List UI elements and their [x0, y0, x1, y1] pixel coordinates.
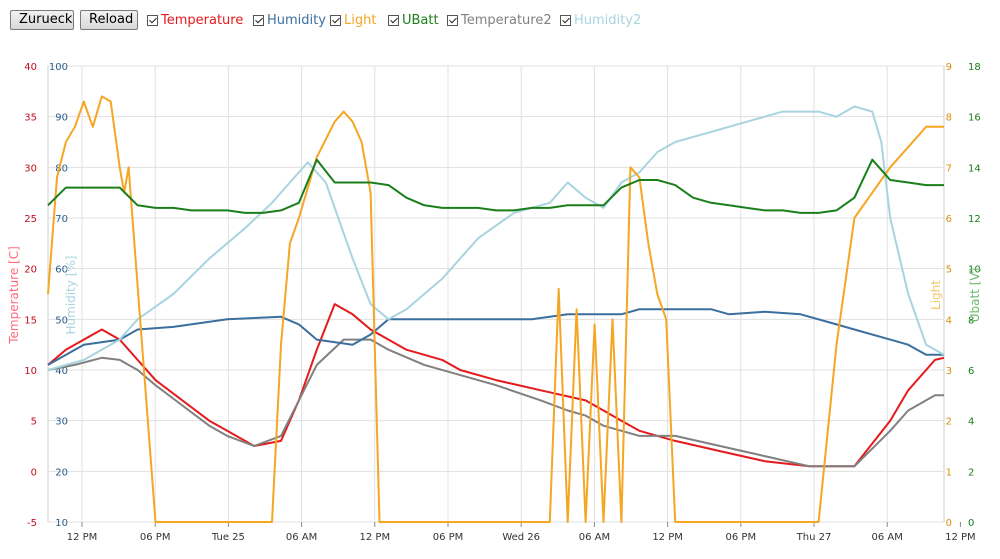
temperature-tick-label: 25	[24, 214, 37, 225]
humidity-tick-label: 70	[55, 214, 68, 225]
temperature-tick-label: -5	[27, 518, 37, 529]
series-humidity2-line	[47, 105, 945, 371]
series-light-line	[47, 95, 944, 523]
checkbox-icon[interactable]	[560, 14, 571, 26]
temperature-tick-label: 40	[24, 62, 37, 73]
toggle-light[interactable]: Light	[330, 11, 376, 29]
toggle-label: UBatt	[402, 12, 439, 28]
light-tick-label: 7	[946, 163, 952, 174]
toggle-label: Humidity2	[574, 12, 642, 28]
toggle-temperature[interactable]: Temperature	[147, 11, 243, 29]
temperature-tick-label: 20	[24, 265, 37, 276]
x-tick-label: 06 PM	[726, 532, 757, 543]
checkbox-icon[interactable]	[147, 14, 158, 26]
toolbar: Zurueck Reload Temperature Humidity Light U…	[0, 0, 1000, 40]
light-tick-label: 3	[946, 366, 952, 377]
ubatt-tick-label: 10	[968, 265, 981, 276]
x-tick-label: 12 PM	[360, 532, 391, 543]
ubatt-tick-label: 2	[968, 467, 974, 478]
humidity-axis-title: Humidity [%]	[64, 256, 78, 335]
temperature-axis-title: Temperature [C]	[7, 246, 21, 345]
series-humidity-line	[47, 308, 944, 366]
light-axis-title: Light	[929, 280, 943, 310]
ubatt-tick-label: 18	[968, 62, 981, 73]
x-tick-label: Tue 25	[211, 532, 245, 543]
temperature-tick-label: 5	[31, 417, 37, 428]
temperature-tick-label: 35	[24, 113, 37, 124]
toggle-label: Temperature	[161, 12, 244, 28]
toggle-label: Temperature2	[461, 12, 552, 28]
toggle-ubatt[interactable]: UBatt	[388, 11, 439, 29]
toggle-label: Humidity	[267, 12, 326, 28]
humidity-tick-label: 30	[55, 417, 68, 428]
humidity-tick-label: 50	[55, 315, 68, 326]
temperature-tick-label: 10	[24, 366, 37, 377]
humidity-tick-label: 40	[55, 366, 68, 377]
humidity-tick-label: 60	[55, 265, 68, 276]
checkbox-icon[interactable]	[388, 14, 399, 26]
x-tick-label: 06 AM	[579, 532, 610, 543]
series-temperature2-line	[47, 338, 944, 468]
series-temperature-line	[47, 303, 945, 468]
temperature-tick-label: 0	[31, 467, 37, 478]
x-tick-label: Thu 27	[796, 532, 832, 543]
checkbox-icon[interactable]	[330, 14, 341, 26]
humidity-tick-label: 90	[55, 113, 68, 124]
x-tick-label: 12 PM	[67, 532, 98, 543]
light-tick-label: 8	[946, 113, 952, 124]
light-tick-label: 5	[946, 265, 952, 276]
toggle-label: Light	[344, 12, 377, 28]
light-tick-label: 1	[946, 467, 952, 478]
back-button[interactable]: Zurueck	[10, 10, 74, 30]
x-tick-label: 12 PM	[945, 532, 976, 543]
ubatt-tick-label: 8	[968, 315, 974, 326]
ubatt-tick-label: 4	[968, 417, 974, 428]
toggle-temperature2[interactable]: Temperature2	[447, 11, 552, 29]
checkbox-icon[interactable]	[253, 14, 264, 26]
light-tick-label: 2	[946, 417, 952, 428]
temperature-tick-label: 30	[24, 163, 37, 174]
x-tick-label: 06 PM	[140, 532, 171, 543]
reload-button[interactable]: Reload	[80, 10, 138, 30]
ubatt-tick-label: 6	[968, 366, 974, 377]
toggle-humidity[interactable]: Humidity	[253, 11, 326, 29]
humidity-tick-label: 100	[49, 62, 68, 73]
x-tick-label: 06 AM	[286, 532, 317, 543]
temperature-tick-label: 15	[24, 315, 37, 326]
light-tick-label: 9	[946, 62, 952, 73]
checkbox-icon[interactable]	[447, 14, 458, 26]
ubatt-axis-title: Ubatt [V]	[968, 268, 982, 323]
x-tick-label: Wed 26	[502, 532, 540, 543]
x-tick-label: 06 AM	[872, 532, 903, 543]
series-ubatt-line	[47, 158, 944, 214]
light-tick-label: 4	[946, 315, 952, 326]
humidity-tick-label: 80	[55, 163, 68, 174]
x-tick-label: 12 PM	[652, 532, 683, 543]
light-tick-label: 0	[946, 518, 952, 529]
x-tick-label: 06 PM	[433, 532, 464, 543]
plot-frame	[47, 65, 945, 523]
sensor-chart: 12 PM 06 PM Tue 25 06 AM 12 PM 06 PM Wed 26 06 …	[7, 62, 982, 543]
humidity-tick-label: 20	[55, 467, 68, 478]
ubatt-tick-label: 0	[968, 518, 974, 529]
toggle-humidity2[interactable]: Humidity2	[560, 11, 641, 29]
ubatt-tick-label: 12	[968, 214, 981, 225]
ubatt-tick-label: 14	[968, 163, 981, 174]
light-tick-label: 6	[946, 214, 952, 225]
humidity-tick-label: 10	[55, 518, 68, 529]
ubatt-tick-label: 16	[968, 113, 981, 124]
